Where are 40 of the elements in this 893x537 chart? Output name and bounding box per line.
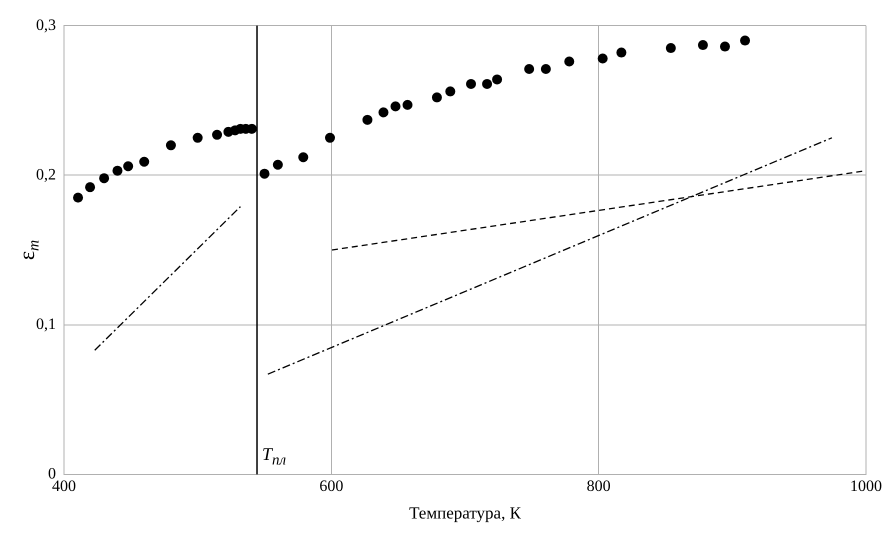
point xyxy=(402,100,413,110)
point xyxy=(123,161,134,172)
point xyxy=(432,92,442,102)
y-tick-label: 0,2 xyxy=(36,166,56,184)
point xyxy=(540,64,551,74)
x-axis-title: Температура, К xyxy=(409,503,522,522)
point xyxy=(492,74,502,84)
point xyxy=(524,64,534,74)
point xyxy=(598,54,608,64)
point xyxy=(466,78,476,89)
point xyxy=(166,140,176,150)
point xyxy=(362,114,372,125)
point xyxy=(139,156,150,167)
point xyxy=(112,166,122,176)
point xyxy=(272,160,283,170)
point xyxy=(740,36,750,46)
x-tick-label: 600 xyxy=(319,478,344,496)
ref-line-label: T$_{пл}$ xyxy=(262,444,286,470)
point xyxy=(564,56,574,67)
x-tick-label: 1000 xyxy=(850,478,882,496)
point xyxy=(212,130,222,140)
point xyxy=(720,42,730,52)
point xyxy=(85,182,96,192)
point xyxy=(324,132,335,143)
point xyxy=(73,192,84,203)
point xyxy=(616,48,626,58)
x-tick-label: 800 xyxy=(586,478,611,496)
point xyxy=(260,168,270,179)
point xyxy=(390,101,400,112)
point xyxy=(445,86,456,96)
y-tick-label: 0,1 xyxy=(36,316,56,334)
point xyxy=(298,152,308,162)
point xyxy=(99,173,110,184)
point xyxy=(698,40,708,50)
point xyxy=(666,43,676,54)
point xyxy=(192,132,203,143)
y-tick-label: 0,3 xyxy=(36,16,56,34)
point xyxy=(482,78,492,89)
y-axis-title: εm xyxy=(14,240,43,260)
point xyxy=(378,107,388,118)
